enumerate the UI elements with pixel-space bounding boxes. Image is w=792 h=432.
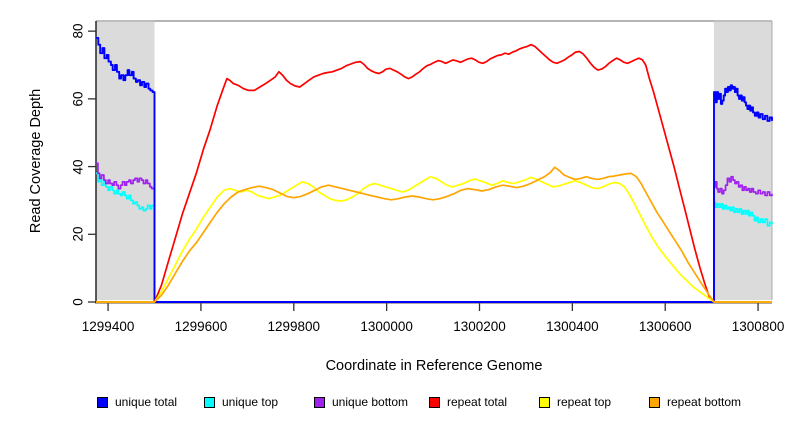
series-unique-total bbox=[96, 36, 773, 303]
legend-swatch-repeat-bottom bbox=[649, 396, 660, 408]
shaded-region-flank-right bbox=[713, 20, 772, 301]
legend-label: unique total bbox=[115, 395, 178, 409]
x-tick-label: 1299600 bbox=[174, 319, 228, 334]
x-tick-label: 1299400 bbox=[81, 319, 135, 334]
x-tick-label: 1299800 bbox=[267, 319, 321, 334]
legend-swatch-repeat-total bbox=[429, 396, 440, 408]
legend-item: repeat top bbox=[539, 395, 611, 409]
x-axis-title: Coordinate in Reference Genome bbox=[325, 358, 543, 374]
legend-label: unique top bbox=[222, 395, 279, 409]
y-axis-title: Read Coverage Depth bbox=[28, 88, 44, 234]
legend-item: repeat bottom bbox=[649, 395, 741, 409]
series-repeat-bottom bbox=[96, 166, 772, 303]
legend-item: unique top bbox=[204, 395, 278, 409]
legend-item: repeat total bbox=[429, 395, 507, 409]
legend-swatch-repeat-top bbox=[539, 396, 550, 408]
legend-swatch-unique-top bbox=[204, 396, 215, 408]
x-tick-label: 1300000 bbox=[360, 319, 413, 334]
x-tick-label: 1300800 bbox=[731, 319, 785, 334]
shaded-region-flank-left bbox=[96, 20, 155, 301]
y-tick-label: 60 bbox=[70, 91, 86, 107]
series-repeat-total bbox=[96, 43, 772, 303]
legend-label: unique bottom bbox=[332, 395, 409, 409]
legend-swatch-unique-total bbox=[97, 396, 108, 408]
y-tick-label: 80 bbox=[70, 23, 86, 39]
x-tick-label: 1300200 bbox=[453, 319, 506, 334]
legend-item: unique bottom bbox=[314, 395, 408, 409]
legend-label: repeat total bbox=[447, 395, 508, 409]
x-tick-label: 1300600 bbox=[638, 319, 692, 334]
legend-label: repeat top bbox=[557, 395, 612, 409]
legend-swatch-unique-bottom bbox=[314, 396, 325, 408]
y-tick-label: 20 bbox=[70, 226, 86, 242]
x-tick-label: 1300400 bbox=[546, 319, 599, 334]
legend-label: repeat bottom bbox=[667, 395, 742, 409]
legend-item: unique total bbox=[97, 395, 177, 409]
series-repeat-top bbox=[96, 175, 772, 303]
y-tick-label: 40 bbox=[70, 159, 86, 175]
series-unique-top bbox=[96, 172, 773, 303]
y-tick-label: 0 bbox=[70, 298, 86, 306]
